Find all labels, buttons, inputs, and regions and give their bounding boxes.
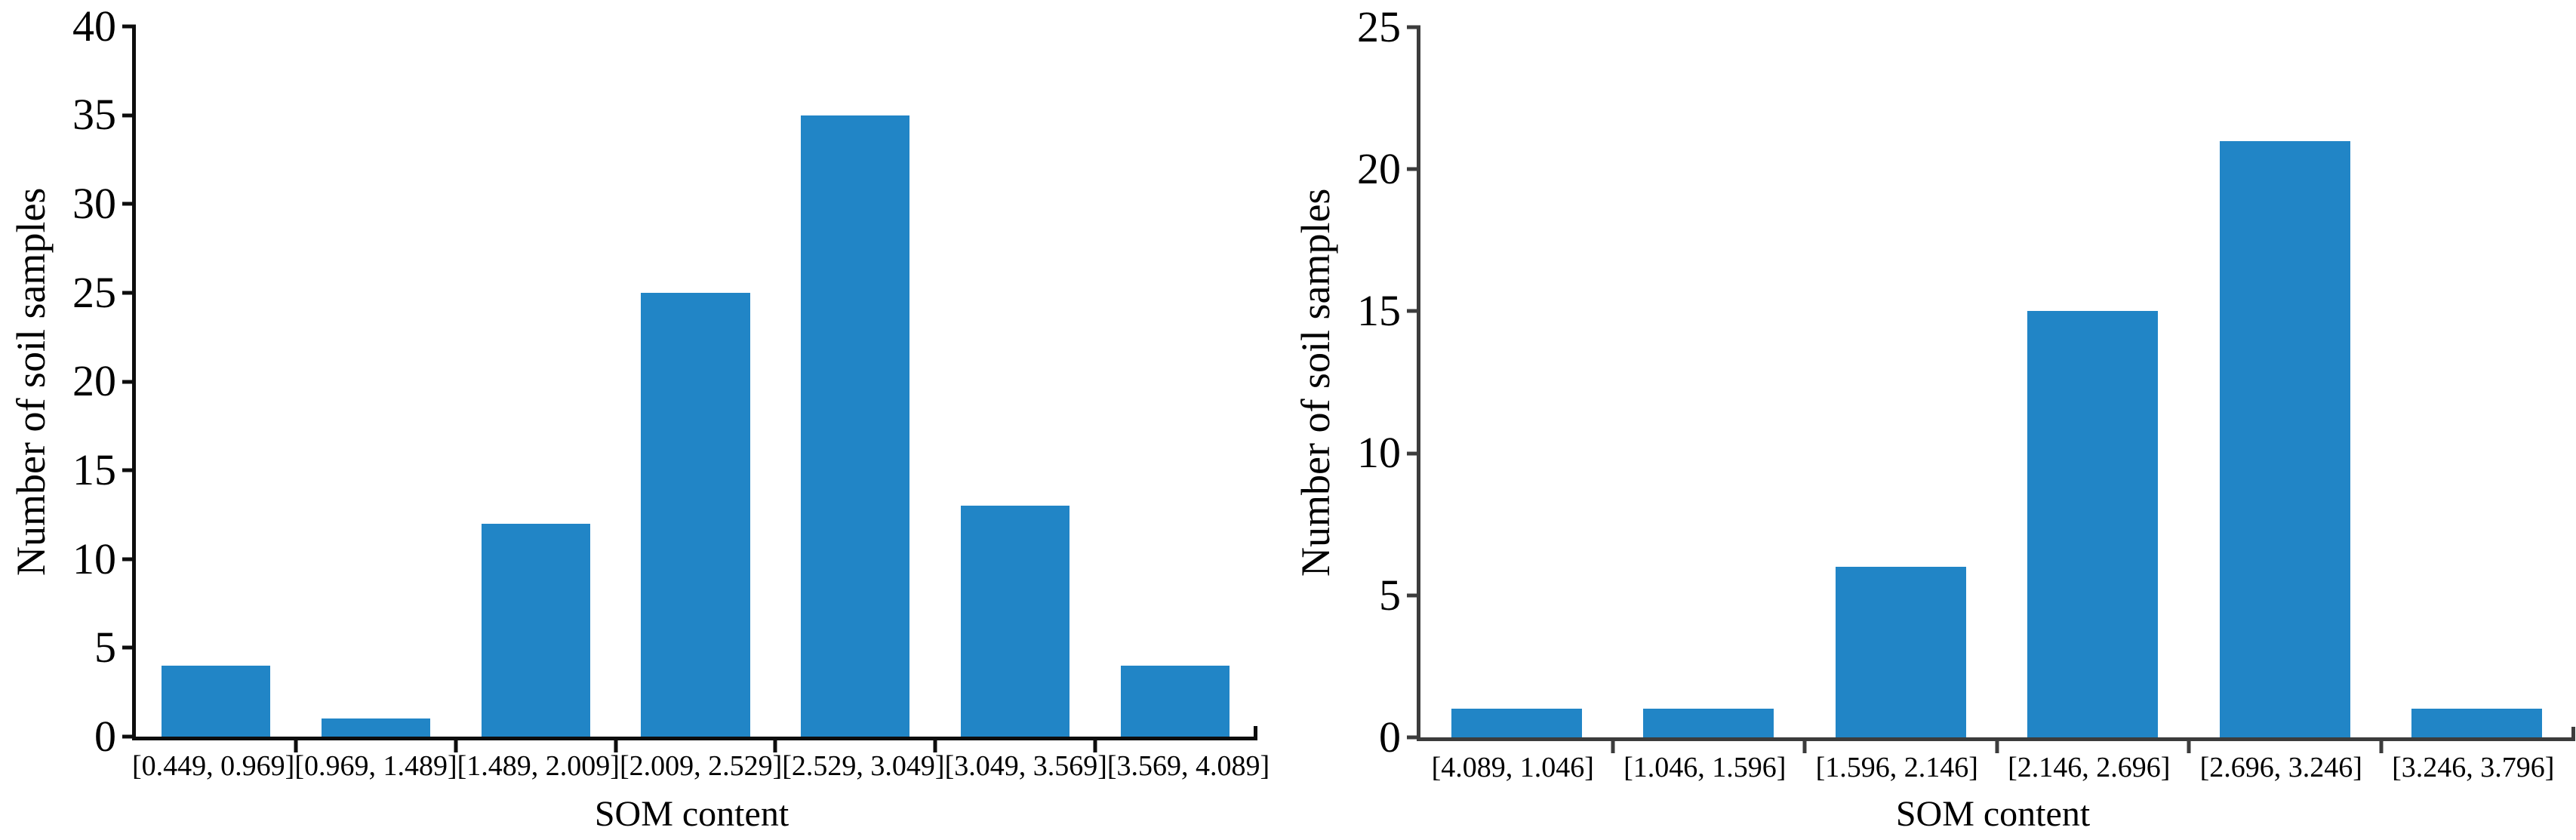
y-tick-label: 35 (72, 90, 116, 140)
x-axis-title: SOM content (1895, 794, 2091, 834)
y-tick-label: 25 (1357, 2, 1401, 51)
bar (1835, 567, 1966, 737)
x-tick-label: [3.569, 4.089] (1106, 750, 1270, 782)
bar (801, 115, 910, 737)
y-tick-label: 0 (1379, 712, 1401, 762)
y-tick (1407, 167, 1420, 171)
y-tick (1407, 25, 1420, 29)
y-tick (122, 291, 136, 295)
y-tick (122, 557, 136, 562)
bar (481, 523, 590, 737)
x-axis-end-tick (1254, 726, 1257, 740)
x-tick (773, 740, 777, 752)
x-tick-label: [1.046, 1.596] (1623, 752, 1787, 783)
x-tick (1995, 741, 1999, 753)
x-tick-label: [0.449, 0.969] (132, 750, 295, 782)
bar (2027, 311, 2159, 737)
x-tick-label: [2.146, 2.696] (2008, 752, 2171, 783)
y-tick (122, 202, 136, 206)
x-tick-label: [2.696, 3.246] (2199, 752, 2362, 783)
y-tick (1407, 593, 1420, 598)
x-tick (1611, 741, 1614, 753)
y-tick-label: 15 (1357, 286, 1401, 336)
bar (321, 718, 430, 737)
y-tick (122, 734, 136, 739)
x-tick (933, 740, 937, 752)
x-axis-title: SOM content (594, 794, 789, 834)
x-tick-label: [1.489, 2.009] (457, 750, 620, 782)
y-tick-label: 5 (94, 623, 116, 672)
y-tick (122, 113, 136, 118)
y-tick-label: 30 (72, 179, 116, 229)
bar (1121, 665, 1230, 737)
y-tick-label: 10 (72, 534, 116, 583)
bar (2411, 709, 2543, 737)
x-tick (1802, 741, 1807, 753)
x-tick-label: [1.596, 2.146] (1815, 752, 1978, 783)
x-tick-labels: [4.089, 1.046] [1.046, 1.596] [1.596, 2.14… (1417, 752, 2569, 784)
plot-area: 0 5 10 15 20 25 30 35 40 (72, 4, 1257, 758)
bar (961, 506, 1070, 737)
x-tick-label: [2.009, 2.529] (619, 750, 783, 782)
y-tick-label: 20 (72, 356, 116, 406)
y-tick (122, 468, 136, 472)
y-tick (122, 645, 136, 650)
y-tick-label: 15 (72, 445, 116, 495)
y-tick-label: 0 (94, 711, 116, 761)
x-tick (2187, 741, 2191, 753)
y-tick (1407, 451, 1420, 456)
x-tick-labels: [0.449, 0.969] [0.969, 1.489] [1.489, 2.00… (132, 750, 1270, 783)
bar (641, 292, 750, 737)
x-tick-label: [2.529, 3.049] (782, 750, 945, 782)
x-tick (1093, 740, 1097, 752)
x-tick-label: [3.049, 3.569] (944, 750, 1107, 782)
x-tick-label: [4.089, 1.046] (1431, 752, 1594, 783)
x-tick (2379, 741, 2383, 753)
y-tick (1407, 309, 1420, 313)
y-tick (122, 380, 136, 383)
bar (2219, 140, 2350, 737)
x-tick (614, 740, 618, 752)
bar (1643, 709, 1774, 737)
y-tick (1407, 735, 1420, 740)
y-tick-label: 40 (72, 1, 116, 51)
y-tick-label: 25 (72, 267, 116, 317)
y-axis-title: Number of soil samples (1293, 188, 1338, 577)
y-tick-label: 5 (1379, 570, 1401, 620)
plot-area: 0 5 10 15 20 25 (1357, 5, 2575, 759)
x-tick-label: [0.969, 1.489] (294, 750, 457, 782)
bar (1451, 709, 1582, 737)
y-tick-label: 10 (1357, 428, 1401, 478)
y-tick (122, 24, 136, 29)
x-tick (294, 740, 298, 752)
x-tick-label: [3.246, 3.796] (2392, 752, 2555, 783)
x-tick (454, 740, 458, 752)
x-axis-end-tick (2571, 727, 2575, 741)
bar (161, 665, 270, 737)
y-tick-label: 20 (1357, 144, 1401, 194)
